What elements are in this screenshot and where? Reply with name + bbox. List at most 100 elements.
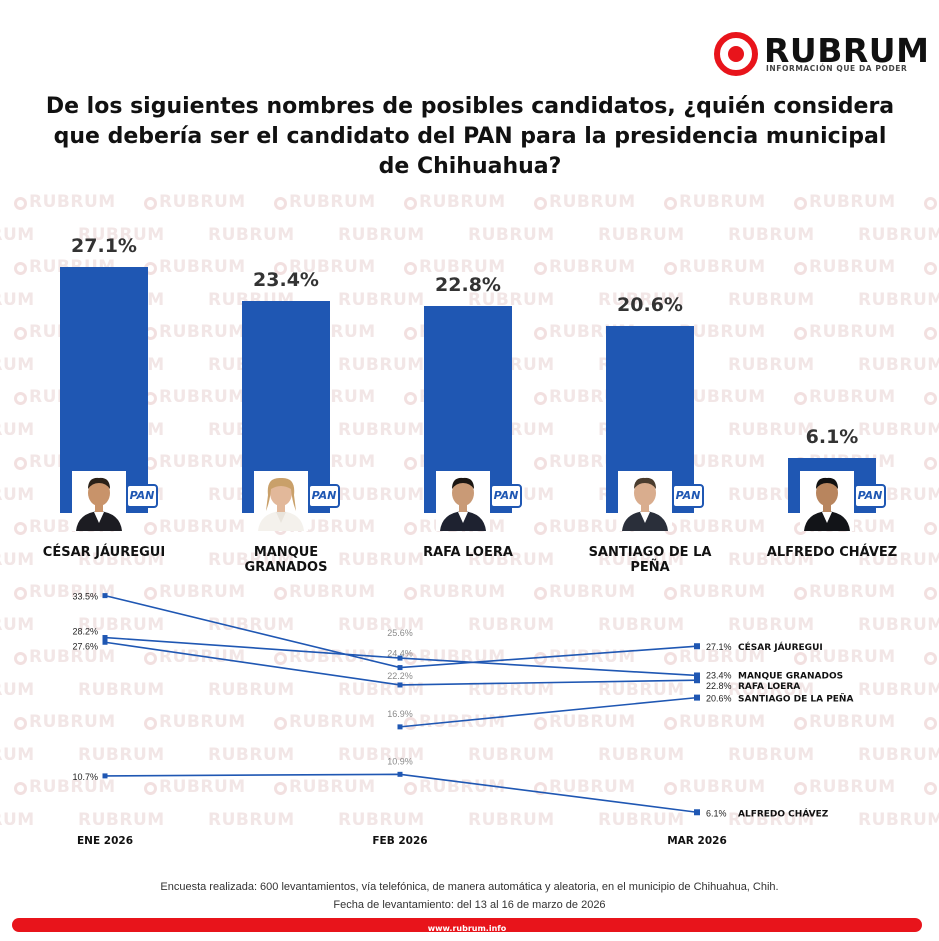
watermark-word: RUBRUM [208, 614, 295, 635]
watermark-text: RUBRUM [924, 387, 939, 407]
watermark-text: RUBRUM [144, 712, 246, 732]
watermark-text: RUBRUM [0, 680, 35, 700]
watermark-word: RUBRUM [78, 224, 165, 245]
watermark-text: RUBRUM [14, 192, 116, 212]
trend-point [694, 809, 700, 816]
trend-point [397, 665, 403, 671]
watermark-circle-icon [144, 522, 157, 535]
watermark-text: RUBRUM [78, 550, 165, 570]
survey-question: De los siguientes nombres de posibles ca… [45, 94, 895, 179]
watermark-word: RUBRUM [289, 777, 376, 797]
footer-date: Fecha de levantamiento: del 13 al 16 de … [333, 899, 606, 911]
watermark-circle-icon [794, 262, 807, 275]
watermark-word: RUBRUM [159, 452, 246, 472]
watermark-text: RUBRUM [404, 582, 506, 602]
watermark-word: RUBRUM [159, 192, 246, 212]
watermark-circle-icon [534, 717, 547, 730]
watermark-word: RUBRUM [549, 517, 636, 537]
watermark-text: RUBRUM [144, 192, 246, 212]
watermark-text: RUBRUM [0, 615, 35, 635]
watermark-word: RUBRUM [78, 679, 165, 700]
x-tick-label: MAR 2026 [667, 835, 727, 847]
watermark-word: RUBRUM [289, 192, 376, 212]
candidate-name: CÉSAR JÁUREGUI [42, 545, 166, 560]
watermark-circle-icon [794, 782, 807, 795]
watermark-text: RUBRUM [858, 680, 939, 700]
trend-point [694, 677, 700, 684]
watermark-text: RUBRUM [0, 485, 35, 505]
watermark-circle-icon [664, 587, 677, 600]
logo-name: RUBRUM [764, 31, 930, 70]
watermark-text: RUBRUM [468, 615, 555, 635]
watermark-circle-icon [404, 522, 417, 535]
watermark-word: RUBRUM [679, 192, 766, 212]
watermark-text: RUBRUM [794, 257, 896, 277]
footer-url[interactable]: www.rubrum.info [427, 924, 507, 933]
watermark-word: RUBRUM [338, 419, 425, 440]
watermark-word: RUBRUM [679, 387, 766, 407]
footer-methodology: Encuesta realizada: 600 levantamientos, … [160, 881, 779, 893]
watermark-circle-icon [664, 782, 677, 795]
watermark-word: RUBRUM [728, 809, 815, 830]
watermark-word: RUBRUM [29, 647, 116, 667]
watermark-circle-icon [924, 652, 937, 665]
watermark-word: RUBRUM [29, 777, 116, 797]
trend-point-label: 27.1% [706, 642, 732, 652]
watermark-text: RUBRUM [274, 192, 376, 212]
trend-series-name: MANQUE GRANADOS [738, 671, 843, 681]
watermark-circle-icon [534, 587, 547, 600]
watermark-word: RUBRUM [0, 679, 35, 700]
watermark-text: RUBRUM [338, 550, 425, 570]
watermark-text: RUBRUM [78, 680, 165, 700]
watermark-circle-icon [144, 652, 157, 665]
watermark-word: RUBRUM [419, 192, 506, 212]
watermark-text: RUBRUM [208, 550, 295, 570]
watermark-word: RUBRUM [858, 354, 939, 375]
watermark-text: RUBRUM [144, 517, 246, 537]
trend-point-label: 22.8% [706, 681, 732, 691]
watermark-word: RUBRUM [728, 744, 815, 765]
trend-point-label: 33.5% [72, 592, 98, 602]
watermark-text: RUBRUM [924, 647, 939, 667]
watermark-word: RUBRUM [159, 257, 246, 277]
watermark-text: RUBRUM [598, 615, 685, 635]
candidate-photo [800, 471, 854, 531]
watermark-word: RUBRUM [468, 549, 555, 570]
trend-point [397, 682, 403, 688]
watermark-circle-icon [404, 392, 417, 405]
watermark-circle-icon [534, 782, 547, 795]
watermark-circle-icon [924, 392, 937, 405]
watermark-text: RUBRUM [728, 745, 815, 765]
watermark-circle-icon [274, 197, 287, 210]
trend-point [694, 643, 700, 650]
watermark-text: RUBRUM [728, 810, 815, 830]
watermark-circle-icon [14, 587, 27, 600]
watermark-word: RUBRUM [338, 289, 425, 310]
watermark-text: RUBRUM [858, 550, 939, 570]
watermark-word: RUBRUM [598, 549, 685, 570]
watermark-text: RUBRUM [0, 355, 35, 375]
trend-series-name: ALFREDO CHÁVEZ [738, 807, 829, 819]
watermark-word: RUBRUM [468, 289, 555, 310]
watermark-circle-icon [924, 717, 937, 730]
watermark-circle-icon [14, 197, 27, 210]
x-tick-label: ENE 2026 [77, 835, 133, 847]
watermark-text: RUBRUM [794, 647, 896, 667]
watermark-text: RUBRUM [208, 615, 295, 635]
pan-party-icon: PAN [308, 484, 340, 508]
watermark-word: RUBRUM [549, 712, 636, 732]
watermark-word: RUBRUM [549, 777, 636, 797]
watermark-word: RUBRUM [0, 419, 35, 440]
watermark-word: RUBRUM [78, 614, 165, 635]
watermark-word: RUBRUM [809, 257, 896, 277]
watermark-word: RUBRUM [728, 679, 815, 700]
watermark-word: RUBRUM [468, 744, 555, 765]
watermark-text: RUBRUM [728, 420, 815, 440]
watermark-text: RUBRUM [664, 257, 766, 277]
watermark-word: RUBRUM [679, 452, 766, 472]
watermark-text: RUBRUM [468, 550, 555, 570]
watermark-word: RUBRUM [0, 809, 35, 830]
watermark-circle-icon [534, 457, 547, 470]
watermark-text: RUBRUM [858, 355, 939, 375]
watermark-text: RUBRUM [924, 322, 939, 342]
